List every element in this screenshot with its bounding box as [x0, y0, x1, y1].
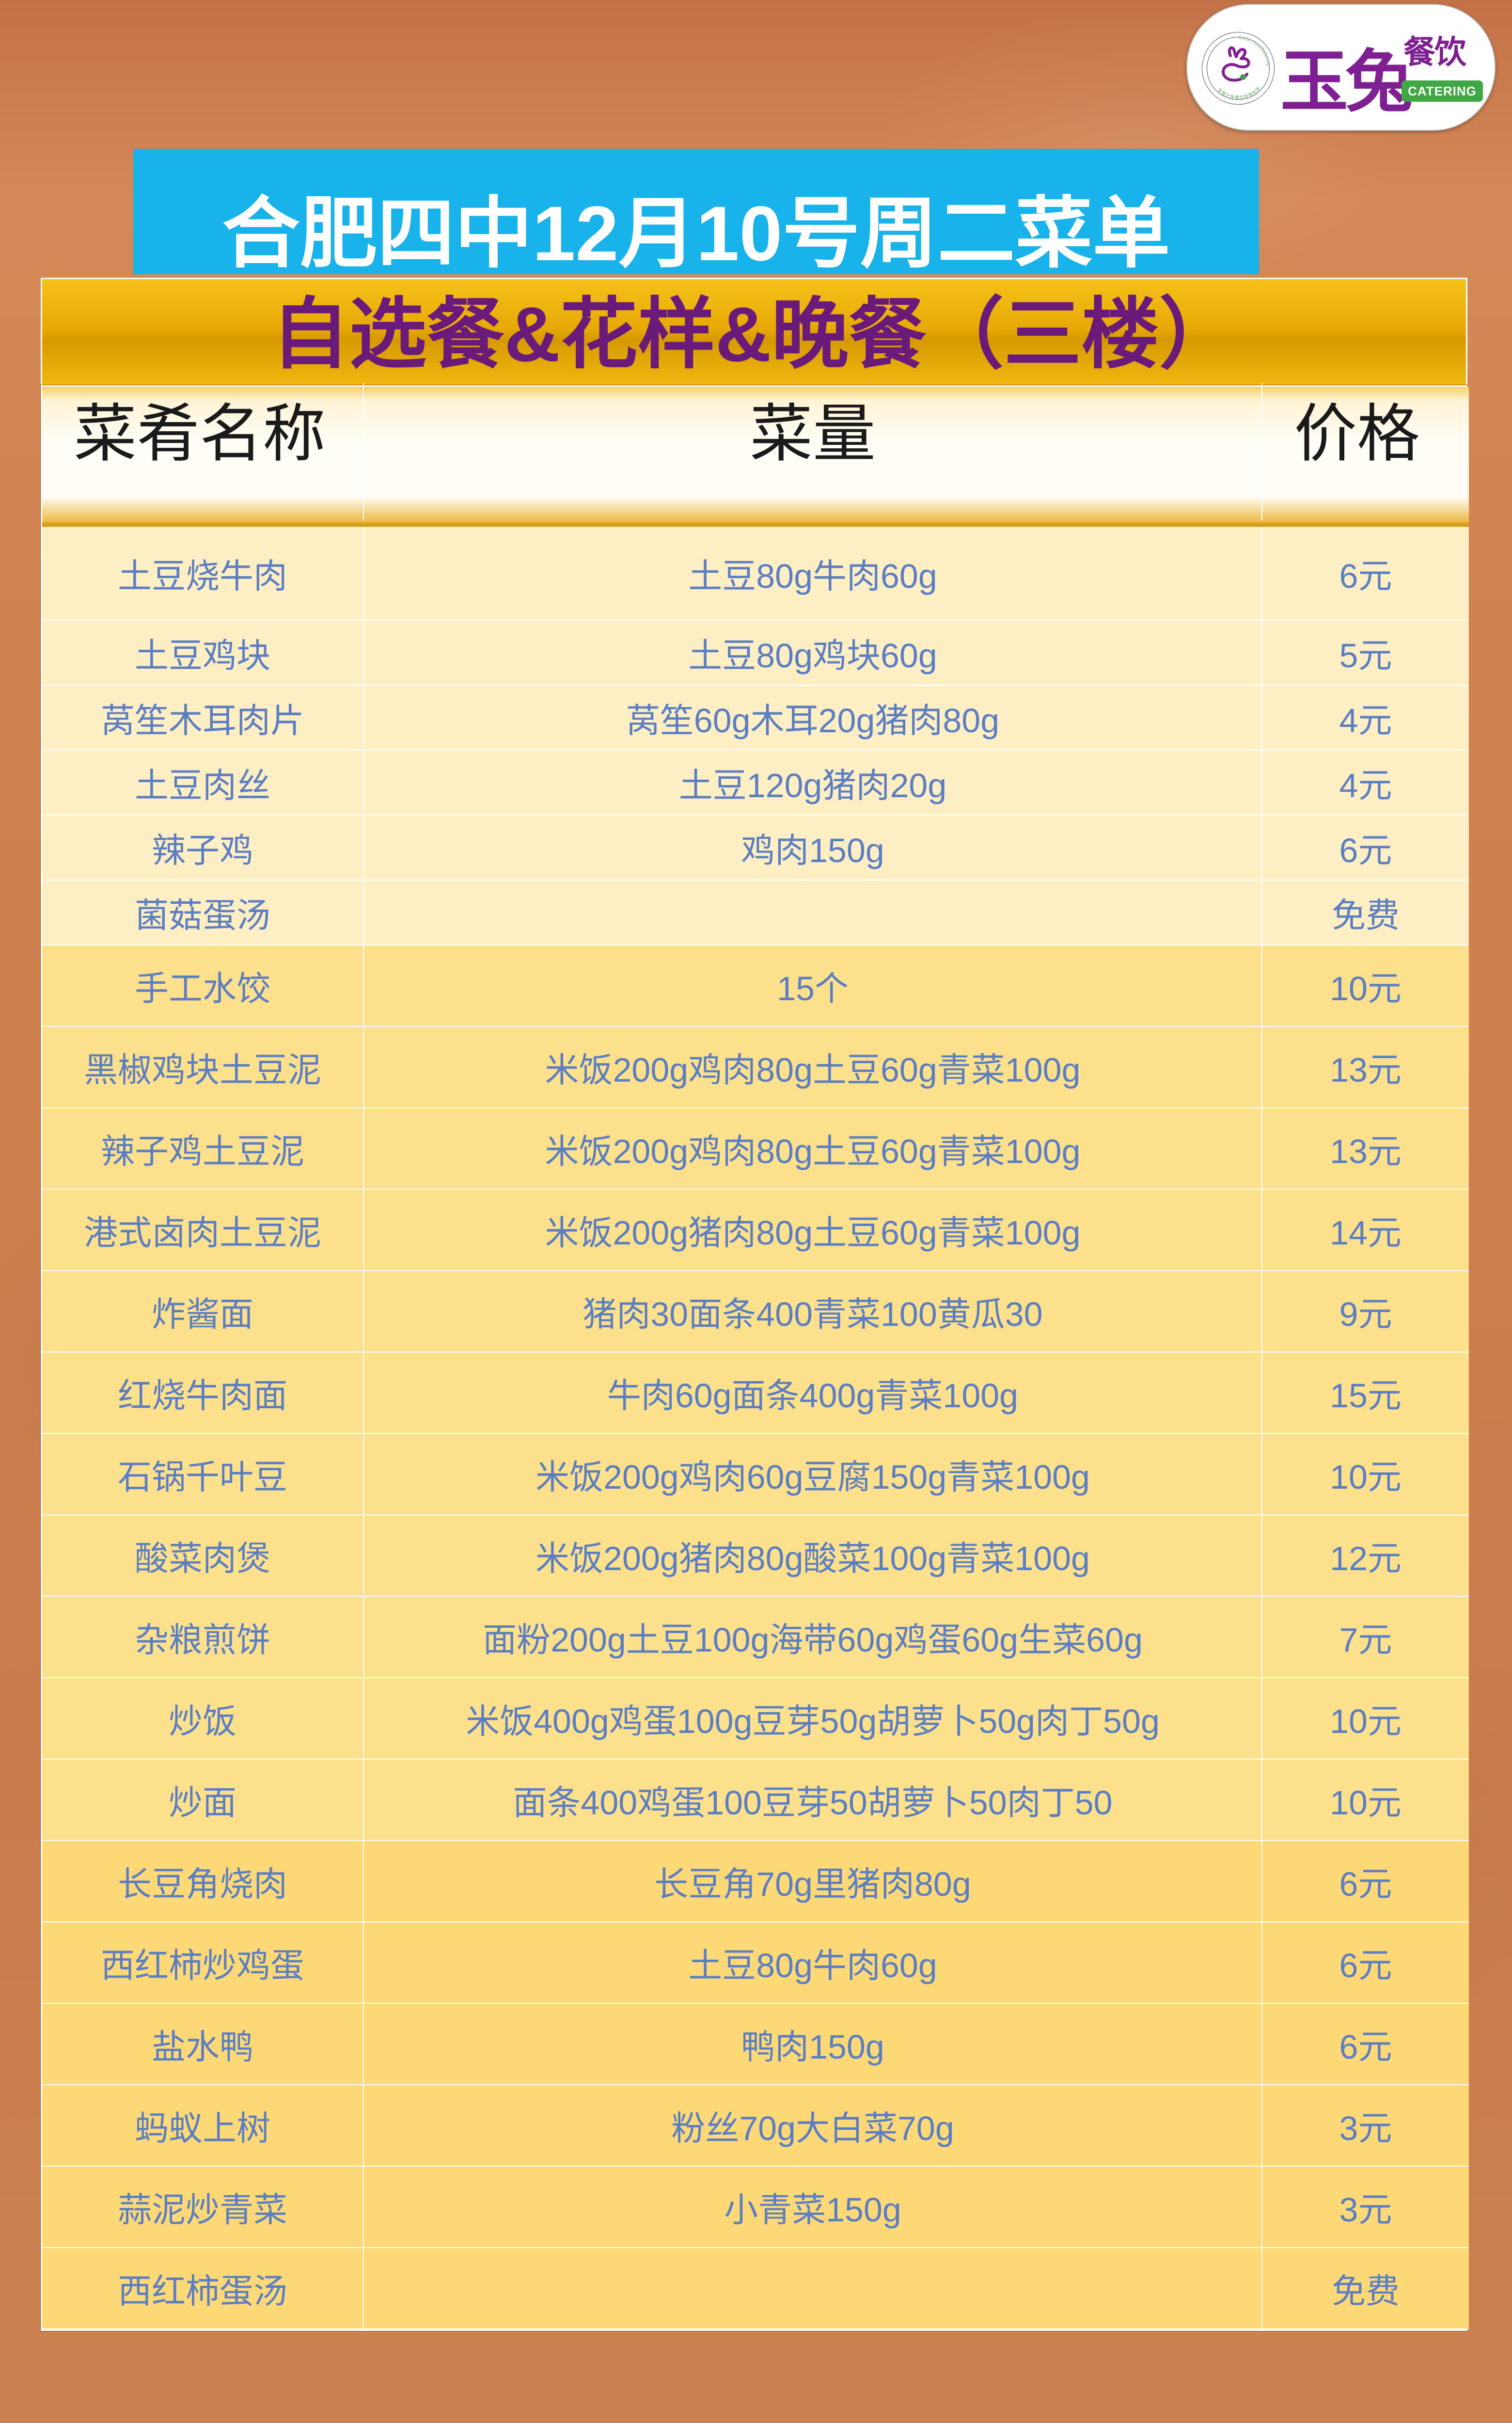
svg-text:Anhui Yutu Catering Management: Anhui Yutu Catering Management Co., Ltd [1202, 32, 1271, 68]
